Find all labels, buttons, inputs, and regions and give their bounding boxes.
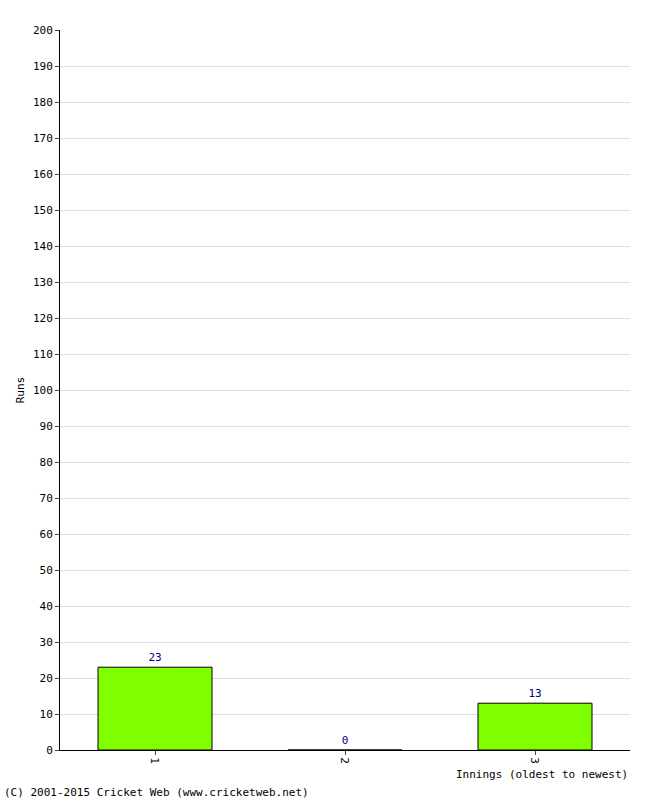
svg-text:60: 60 xyxy=(40,528,53,541)
svg-text:10: 10 xyxy=(40,708,53,721)
svg-text:Runs: Runs xyxy=(14,377,27,404)
svg-text:13: 13 xyxy=(528,687,541,700)
svg-text:30: 30 xyxy=(40,636,53,649)
svg-text:23: 23 xyxy=(148,651,161,664)
svg-text:150: 150 xyxy=(33,204,53,217)
svg-text:40: 40 xyxy=(40,600,53,613)
svg-text:0: 0 xyxy=(46,744,53,757)
svg-text:140: 140 xyxy=(33,240,53,253)
svg-text:90: 90 xyxy=(40,420,53,433)
svg-text:100: 100 xyxy=(33,384,53,397)
svg-text:(C) 2001-2015 Cricket Web (www: (C) 2001-2015 Cricket Web (www.cricketwe… xyxy=(4,786,309,799)
svg-text:170: 170 xyxy=(33,132,53,145)
svg-text:110: 110 xyxy=(33,348,53,361)
svg-text:80: 80 xyxy=(40,456,53,469)
svg-text:0: 0 xyxy=(342,734,349,747)
svg-text:130: 130 xyxy=(33,276,53,289)
svg-text:50: 50 xyxy=(40,564,53,577)
svg-text:160: 160 xyxy=(33,168,53,181)
svg-text:2: 2 xyxy=(338,757,351,764)
svg-text:190: 190 xyxy=(33,60,53,73)
svg-text:Innings (oldest to newest): Innings (oldest to newest) xyxy=(456,768,628,781)
svg-text:1: 1 xyxy=(148,757,161,764)
svg-text:70: 70 xyxy=(40,492,53,505)
svg-text:120: 120 xyxy=(33,312,53,325)
svg-text:20: 20 xyxy=(40,672,53,685)
svg-text:200: 200 xyxy=(33,24,53,37)
svg-text:3: 3 xyxy=(528,757,541,764)
svg-text:180: 180 xyxy=(33,96,53,109)
